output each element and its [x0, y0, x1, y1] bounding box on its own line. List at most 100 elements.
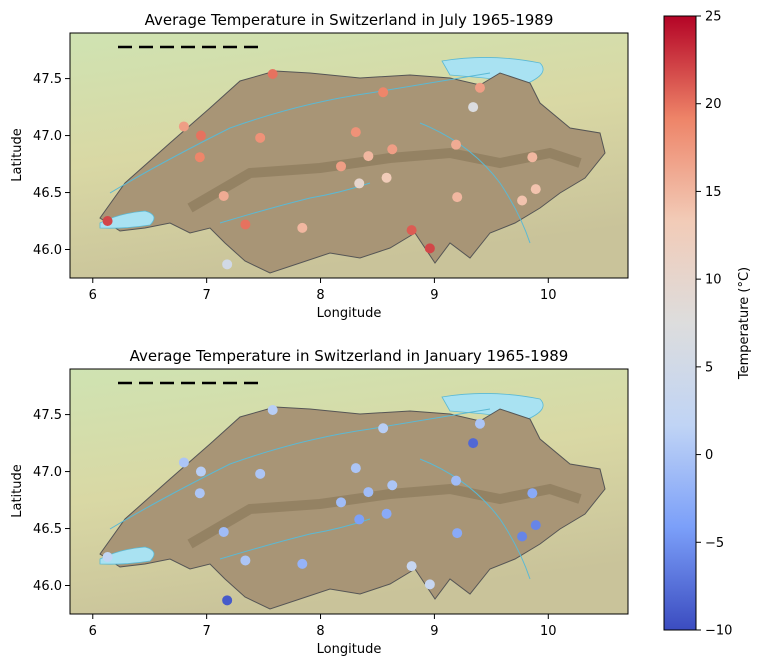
station-point — [381, 172, 392, 183]
station-point — [240, 219, 251, 230]
station-point — [474, 82, 485, 93]
y-tick-label: 47.0 — [33, 465, 62, 480]
station-point — [452, 528, 463, 539]
map-panel-january: Average Temperature in Switzerland in Ja… — [10, 347, 629, 657]
x-ticks-july: 6 7 8 9 10 — [89, 278, 557, 303]
station-point — [222, 259, 233, 270]
y-axis-label-january: Latitude — [10, 464, 25, 518]
map-background-july — [70, 33, 628, 278]
station-point — [451, 475, 462, 486]
data-points-july — [102, 69, 541, 270]
x-axis-label-january: Longitude — [317, 642, 382, 657]
station-point — [530, 184, 541, 195]
colorbar-tick-label: 15 — [705, 185, 722, 200]
station-point — [452, 192, 463, 203]
x-tick-label: 7 — [203, 624, 211, 639]
station-point — [406, 225, 417, 236]
chart-title-july: Average Temperature in Switzerland in Ju… — [145, 11, 554, 29]
station-point — [194, 488, 205, 499]
station-point — [297, 222, 308, 233]
station-point — [474, 418, 485, 429]
y-axis-label-july: Latitude — [10, 128, 25, 182]
plot-frame-july — [69, 32, 629, 279]
colorbar-tick-label: −5 — [705, 536, 724, 551]
station-point — [354, 178, 365, 189]
station-point — [517, 195, 528, 206]
colorbar-tick-label: 5 — [705, 360, 713, 375]
station-point — [527, 488, 538, 499]
station-point — [378, 423, 389, 434]
station-point — [517, 531, 528, 542]
colorbar-tick-label: 10 — [705, 273, 722, 288]
station-point — [255, 468, 266, 479]
x-tick-label: 7 — [203, 288, 211, 303]
station-point — [297, 558, 308, 569]
colorbar-tick-label: 25 — [705, 10, 722, 25]
station-point — [102, 552, 113, 563]
y-tick-label: 47.0 — [33, 129, 62, 144]
station-point — [336, 161, 347, 172]
colorbar-label: Temperature (°C) — [737, 267, 752, 380]
station-point — [378, 87, 389, 98]
x-tick-label: 10 — [540, 624, 557, 639]
data-points-january — [102, 405, 541, 606]
x-tick-label: 6 — [89, 624, 97, 639]
colorbar: 25 20 15 10 5 0 −5 −10 Temperature (°C) — [663, 10, 752, 639]
x-axis-label-july: Longitude — [317, 306, 382, 321]
station-point — [451, 139, 462, 150]
station-point — [102, 216, 113, 227]
plot-frame-january — [69, 368, 629, 615]
station-point — [424, 579, 435, 590]
station-point — [406, 561, 417, 572]
colorbar-tick-label: 20 — [705, 97, 722, 112]
station-point — [218, 526, 229, 537]
x-tick-label: 8 — [316, 624, 324, 639]
y-tick-label: 46.0 — [33, 243, 62, 258]
station-point — [240, 555, 251, 566]
station-point — [336, 497, 347, 508]
station-point — [527, 152, 538, 163]
x-tick-label: 8 — [316, 288, 324, 303]
colorbar-gradient — [663, 15, 697, 631]
station-point — [381, 508, 392, 519]
station-point — [350, 127, 361, 138]
station-point — [255, 132, 266, 143]
station-point — [363, 487, 374, 498]
station-point — [178, 457, 189, 468]
colorbar-tick-label: −10 — [705, 624, 732, 639]
colorbar-tick-label: 0 — [705, 448, 713, 463]
x-tick-label: 9 — [430, 288, 438, 303]
chart-title-january: Average Temperature in Switzerland in Ja… — [130, 347, 569, 365]
x-tick-label: 6 — [89, 288, 97, 303]
station-point — [267, 405, 278, 416]
x-tick-label: 10 — [540, 288, 557, 303]
station-point — [178, 121, 189, 132]
station-point — [195, 130, 206, 141]
map-panel-july: Average Temperature in Switzerland in Ju… — [10, 11, 629, 321]
station-point — [194, 152, 205, 163]
y-ticks-july: 46.0 46.5 47.0 47.5 — [33, 72, 70, 258]
station-point — [387, 480, 398, 491]
x-ticks-january: 6 7 8 9 10 — [89, 614, 557, 639]
station-point — [387, 144, 398, 155]
station-point — [195, 466, 206, 477]
station-point — [468, 102, 479, 113]
y-tick-label: 46.0 — [33, 579, 62, 594]
map-background-january — [70, 369, 628, 614]
station-point — [363, 151, 374, 162]
y-tick-label: 46.5 — [33, 186, 62, 201]
x-tick-label: 9 — [430, 624, 438, 639]
y-tick-label: 46.5 — [33, 522, 62, 537]
station-point — [218, 190, 229, 201]
station-point — [424, 243, 435, 254]
station-point — [350, 463, 361, 474]
station-point — [468, 438, 479, 449]
station-point — [222, 595, 233, 606]
station-point — [530, 520, 541, 531]
y-tick-label: 47.5 — [33, 408, 62, 423]
y-ticks-january: 46.0 46.5 47.0 47.5 — [33, 408, 70, 594]
y-tick-label: 47.5 — [33, 72, 62, 87]
station-point — [267, 69, 278, 80]
station-point — [354, 514, 365, 525]
